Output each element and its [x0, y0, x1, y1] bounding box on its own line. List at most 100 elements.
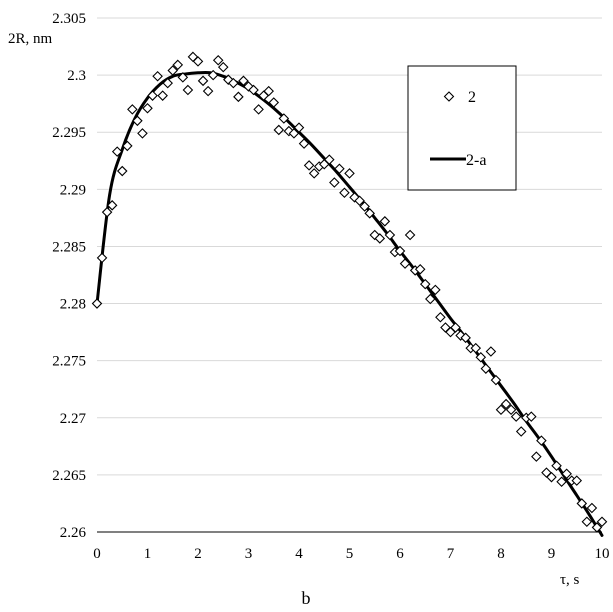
legend-label-2: 2 [468, 89, 476, 106]
data-point [127, 104, 138, 115]
data-point [354, 195, 365, 207]
y-tick-label: 2.305 [52, 11, 86, 27]
data-point [596, 516, 608, 527]
data-point [268, 97, 280, 108]
x-tick-label: 10 [595, 546, 610, 562]
data-point [334, 163, 345, 175]
data-point [500, 398, 512, 410]
data-point [581, 516, 593, 527]
data-point [177, 72, 189, 83]
data-point [576, 498, 588, 509]
data-point [561, 468, 572, 480]
data-point [207, 69, 219, 81]
data-point [591, 522, 603, 533]
data-point [172, 59, 184, 71]
data-point [430, 284, 441, 296]
data-point [293, 122, 305, 133]
data-point [495, 404, 507, 416]
x-tick-label: 8 [497, 546, 505, 562]
data-point [111, 146, 123, 157]
figure-caption: b [302, 588, 311, 608]
data-point [419, 278, 431, 290]
y-axis-label: 2R, nm [8, 31, 53, 47]
y-tick-label: 2.26 [60, 525, 87, 541]
y-tick-label: 2.295 [52, 125, 86, 141]
y-tick-labels: 2.26 2.265 2.27 2.275 2.28 2.285 2.29 2.295 2.3 2… [52, 11, 86, 541]
data-point [344, 168, 355, 179]
data-point [556, 476, 567, 488]
y-tick-label: 2.3 [67, 68, 86, 84]
data-point [510, 411, 522, 422]
data-point [384, 229, 396, 241]
data-point [480, 363, 492, 374]
x-tick-label: 0 [93, 546, 101, 562]
data-point [278, 113, 290, 124]
data-point [435, 311, 446, 323]
data-point [455, 330, 466, 341]
x-axis-label: τ, s [560, 572, 580, 588]
data-point [485, 346, 497, 357]
y-tick-label: 2.285 [52, 239, 86, 255]
data-point [394, 245, 406, 257]
data-point [202, 85, 214, 97]
data-point [364, 208, 375, 219]
data-point [96, 252, 108, 264]
data-point [162, 77, 173, 89]
data-point [288, 128, 300, 139]
data-point [253, 104, 264, 115]
data-point [142, 102, 153, 114]
gridlines [97, 17, 602, 533]
data-point [460, 332, 471, 344]
series-points-2 [91, 51, 608, 533]
x-tick-label: 2 [194, 546, 202, 562]
data-point [425, 293, 436, 305]
data-point [515, 426, 527, 437]
data-point [475, 351, 487, 363]
data-point [586, 502, 598, 514]
y-tick-label: 2.28 [60, 297, 86, 313]
data-point [379, 216, 391, 227]
x-tick-label: 9 [548, 546, 556, 562]
y-tick-label: 2.275 [52, 354, 86, 370]
data-point [116, 165, 128, 177]
data-point [273, 124, 285, 136]
data-point [399, 258, 411, 269]
data-point [470, 342, 482, 354]
data-point [212, 54, 224, 66]
x-tick-labels: 0 1 2 3 4 5 6 7 8 9 10 [93, 546, 609, 562]
data-point [182, 84, 194, 96]
data-point [167, 65, 179, 76]
data-point [324, 154, 335, 165]
data-point [147, 90, 158, 101]
legend: 2 2-a [407, 65, 517, 191]
legend-label-2-a: 2-a [466, 152, 486, 169]
data-point [248, 84, 259, 96]
data-point [531, 451, 542, 462]
data-point [374, 233, 386, 244]
data-point [192, 56, 204, 67]
data-point [217, 61, 229, 73]
data-point [329, 177, 340, 188]
legend-marker-diamond [443, 91, 455, 102]
x-tick-label: 4 [295, 546, 303, 562]
data-point [228, 77, 239, 89]
data-point [303, 160, 315, 171]
data-point [404, 229, 416, 241]
x-tick-label: 6 [396, 546, 404, 562]
data-point [157, 90, 168, 101]
data-point [152, 70, 163, 82]
data-point [238, 75, 249, 87]
data-point [546, 471, 557, 483]
data-point [298, 138, 310, 149]
data-point [101, 206, 113, 218]
series-line-2-a [95, 71, 604, 537]
y-tick-label: 2.27 [60, 411, 87, 427]
x-tick-label: 7 [447, 546, 455, 562]
x-tick-label: 5 [346, 546, 354, 562]
data-point [571, 475, 583, 486]
data-point [308, 168, 320, 179]
data-point [450, 322, 461, 333]
data-point [551, 460, 562, 472]
data-point [137, 128, 148, 139]
data-point [132, 115, 143, 127]
